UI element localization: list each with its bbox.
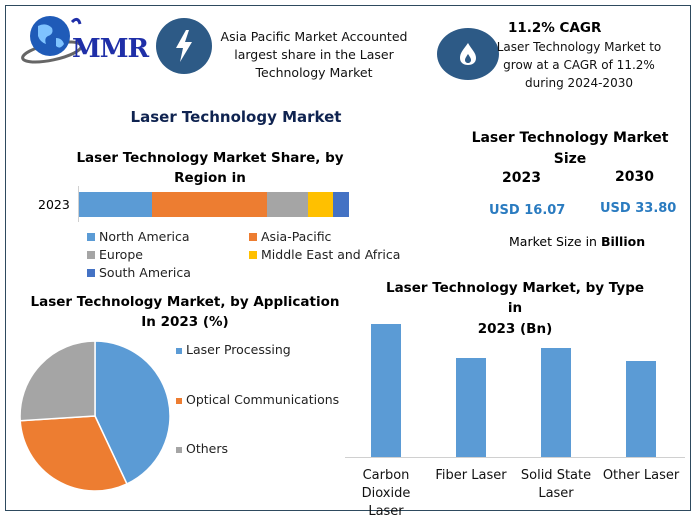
- x-label-line: Carbon: [362, 468, 410, 483]
- legend-label: Others: [186, 441, 229, 456]
- logo-text: MMR: [72, 34, 149, 64]
- mmr-logo: MMR: [12, 12, 149, 72]
- bar-segment-south-america: [333, 192, 349, 217]
- type-title-line2: 2023 (Bn): [477, 320, 553, 337]
- x-label-other-laser: Other Laser: [598, 467, 684, 485]
- legend-asia-pacific: Asia-Pacific: [249, 229, 331, 244]
- type-chart-title: Laser Technology Market, by Type in 2023…: [380, 278, 650, 339]
- highlight-cagr: Laser Technology Market to grow at a CAG…: [496, 38, 662, 92]
- legend-others: Others: [176, 441, 228, 456]
- highlight2-line1: Laser Technology Market to: [496, 40, 662, 54]
- application-title-line2: In 2023 (%): [141, 314, 229, 331]
- highlight1-line3: Technology Market: [255, 65, 373, 81]
- pie-slice-optical-communications: [19, 415, 128, 492]
- bar-segment-asia-pacific: [151, 192, 267, 217]
- legend-south-america: South America: [87, 265, 191, 280]
- flame-icon: [437, 28, 499, 80]
- legend-europe: Europe: [87, 247, 143, 262]
- application-chart-title: Laser Technology Market, by Application …: [30, 292, 340, 333]
- application-pie-chart: [19, 340, 171, 492]
- legend-label: South America: [99, 265, 191, 280]
- legend-label: Laser Processing: [186, 342, 291, 357]
- note-unit: Billion: [600, 234, 646, 249]
- x-label-line: Fiber Laser: [435, 468, 507, 483]
- market-size-value-2023: USD 16.07: [489, 203, 566, 218]
- legend-label: Middle East and Africa: [261, 247, 401, 262]
- cagr-title: 11.2% CAGR: [508, 20, 602, 36]
- highlight1-line2: largest share in the Laser: [234, 47, 394, 63]
- legend-label: Europe: [99, 247, 143, 262]
- bar-fiber-laser: [456, 358, 486, 457]
- legend-optical-communications: Optical Communications: [176, 392, 339, 407]
- market-size-year-2030: 2030: [615, 169, 654, 185]
- x-label-fiber-laser: Fiber Laser: [430, 467, 512, 485]
- globe-icon: [21, 16, 83, 64]
- bar-segment-north-america: [79, 192, 152, 217]
- bar-segment-middle-east-africa: [307, 192, 334, 217]
- x-label-line: Solid State: [520, 468, 592, 483]
- region-axis: [78, 186, 79, 222]
- pie-slice-laser-processing: [94, 340, 171, 485]
- highlight1-line1: Asia Pacific Market Accounted: [220, 29, 408, 44]
- region-year-label: 2023: [38, 197, 70, 212]
- market-size-year-2023: 2023: [502, 170, 541, 186]
- region-title-line1: Laser Technology Market Share, by Region…: [76, 150, 344, 187]
- bar-carbon-dioxide-laser: [371, 324, 401, 457]
- page-title: Laser Technology Market: [130, 108, 342, 126]
- market-size-title-line1: Laser Technology Market: [471, 130, 669, 146]
- market-size-title: Laser Technology Market Size: [470, 128, 670, 170]
- note-prefix: Market Size in: [509, 234, 601, 249]
- market-size-note: Market Size in Billion: [509, 234, 645, 249]
- highlight2-line3: during 2024-2030: [525, 76, 633, 90]
- type-x-axis: [345, 457, 685, 458]
- pie-slice-others: [19, 340, 96, 422]
- legend-label: North America: [99, 229, 190, 244]
- legend-laser-processing: Laser Processing: [176, 342, 291, 357]
- region-legend: North America Asia-Pacific Europe Middle…: [87, 229, 407, 281]
- bar-solid-state-laser: [541, 348, 571, 457]
- highlight-asia-pacific: Asia Pacific Market Accounted largest sh…: [216, 28, 412, 82]
- x-label-line: Laser: [538, 486, 574, 502]
- x-label-carbon-dioxide-laser: Carbon Dioxide Laser: [342, 467, 430, 522]
- lightning-bolt-icon: [156, 18, 212, 74]
- legend-label: Asia-Pacific: [261, 229, 332, 244]
- x-label-line: Dioxide Laser: [361, 486, 411, 520]
- market-size-title-line2: Size: [553, 151, 587, 167]
- x-label-solid-state-laser: Solid State Laser: [513, 467, 599, 503]
- type-title-line1: Laser Technology Market, by Type in: [385, 280, 645, 317]
- application-title-line1: Laser Technology Market, by Application: [30, 294, 340, 310]
- x-label-line: Other Laser: [602, 468, 680, 483]
- infographic-frame: [5, 5, 691, 511]
- legend-label: Optical Communications: [186, 392, 340, 407]
- bar-segment-europe: [266, 192, 308, 217]
- legend-north-america: North America: [87, 229, 190, 244]
- highlight2-line2: grow at a CAGR of 11.2%: [503, 58, 655, 72]
- legend-middle-east-africa: Middle East and Africa: [249, 247, 400, 262]
- bar-other-laser: [626, 361, 656, 457]
- market-size-value-2030: USD 33.80: [600, 201, 677, 216]
- region-stacked-bar: [79, 192, 349, 217]
